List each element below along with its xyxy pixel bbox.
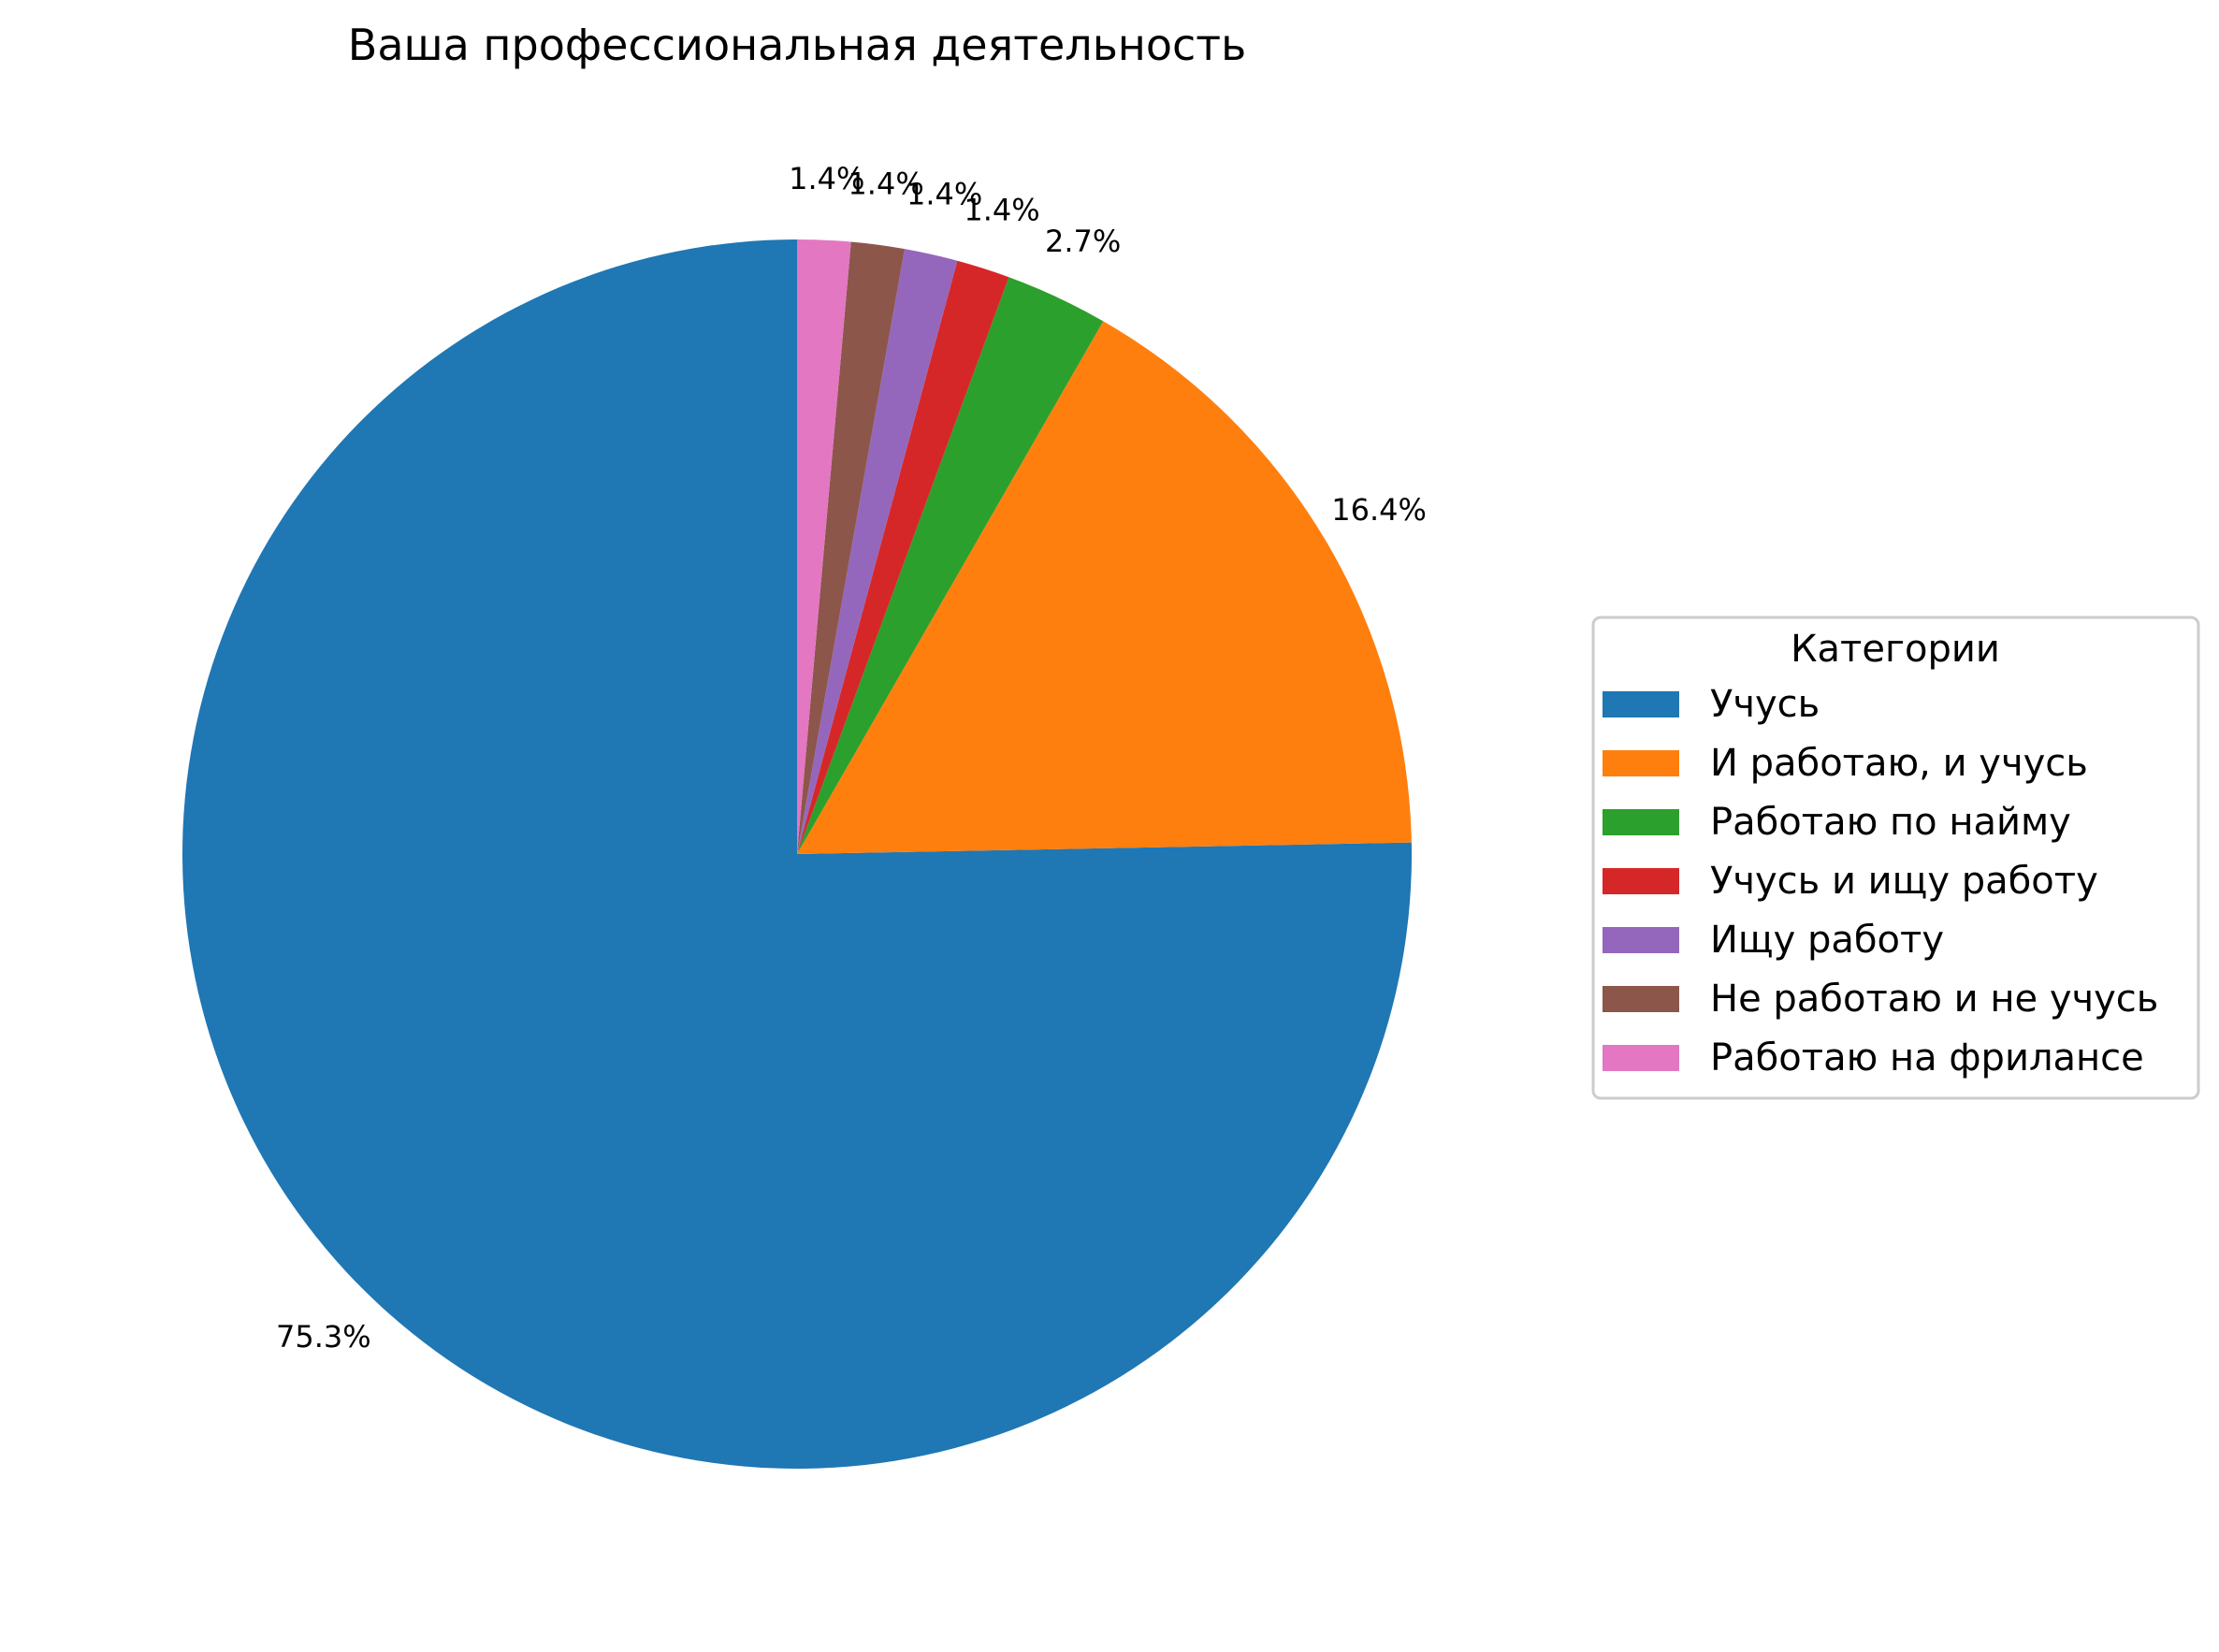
legend-items: Учусь И работаю, и учусь Работаю по найму У… xyxy=(1603,683,2158,1080)
legend-swatch-7 xyxy=(1603,1045,1679,1071)
pie-slice-5 xyxy=(797,249,958,854)
pie-label-3: 2.7% xyxy=(1045,224,1121,259)
pie-slice-4 xyxy=(797,260,1009,854)
legend-label-2: И работаю, и учусь xyxy=(1710,742,2088,785)
legend-swatch-2 xyxy=(1603,750,1679,776)
pie-label-7: 1.4% xyxy=(789,161,864,196)
legend-title: Категории xyxy=(1791,628,2000,671)
legend-swatch-1 xyxy=(1603,691,1679,717)
pie-slice-3 xyxy=(797,277,1104,855)
pie-slice-6 xyxy=(797,241,905,854)
legend-label-7: Работаю на фрилансе xyxy=(1710,1036,2144,1080)
legend-label-6: Не работаю и не учусь xyxy=(1710,978,2158,1021)
legend-swatch-4 xyxy=(1603,868,1679,894)
legend-label-5: Ищу работу xyxy=(1710,919,1944,962)
legend-swatch-5 xyxy=(1603,927,1679,953)
pie-slice-7 xyxy=(797,239,851,854)
legend-label-4: Учусь и ищу работу xyxy=(1710,860,2098,903)
pie-slices xyxy=(182,239,1412,1469)
pie-label-2: 16.4% xyxy=(1331,492,1427,528)
legend-swatch-6 xyxy=(1603,986,1679,1012)
legend-label-3: Работаю по найму xyxy=(1710,801,2071,844)
legend-frame xyxy=(1591,616,2200,1100)
pie-slice-2 xyxy=(797,321,1412,854)
legend-swatch-3 xyxy=(1603,809,1679,835)
pie-label-5: 1.4% xyxy=(906,177,982,212)
pie-label-4: 1.4% xyxy=(964,192,1039,227)
pie-label-6: 1.4% xyxy=(848,167,923,202)
legend: Категории Учусь И работаю, и учусь Работаю… xyxy=(1591,616,2200,1100)
chart-title: Ваша профессиональная деятельность xyxy=(348,20,1246,70)
pie-label-1: 75.3% xyxy=(276,1319,371,1355)
percentage-labels: 75.3%16.4%2.7%1.4%1.4%1.4%1.4% xyxy=(276,161,1427,1355)
legend-label-1: Учусь xyxy=(1710,683,1820,726)
